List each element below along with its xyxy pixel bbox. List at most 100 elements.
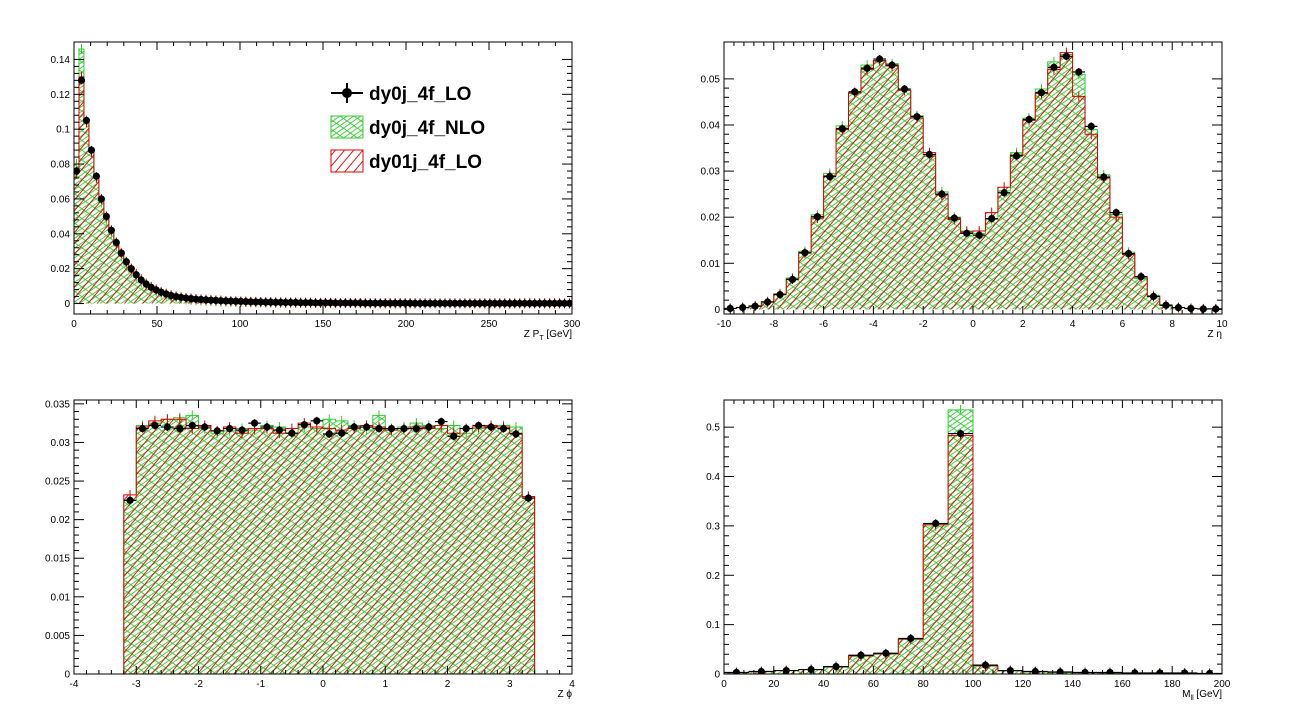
hist-bar-dy01j_4f_LO — [123, 494, 137, 674]
lo-point — [491, 299, 499, 307]
hist-bar-dy01j_4f_LO — [148, 286, 154, 304]
lo-point — [550, 299, 559, 307]
hist-bar-dy01j_4f_LO — [78, 76, 84, 304]
hist-bar-dy01j_4f_LO — [935, 195, 949, 310]
y-tick-label: 0.3 — [706, 521, 720, 532]
hist-bar-dy01j_4f_LO — [459, 428, 473, 674]
lo-point — [524, 494, 533, 502]
plot-area — [74, 43, 572, 309]
hist-bar-dy01j_4f_LO — [83, 122, 89, 304]
lo-point — [486, 299, 494, 307]
lo-point — [1000, 189, 1008, 197]
plot-area — [724, 404, 1222, 674]
lo-point — [188, 421, 196, 430]
x-tick-label: -6 — [819, 319, 828, 330]
lo-point — [436, 299, 444, 307]
hist-bar-dy01j_4f_LO — [898, 638, 924, 674]
lo-point — [331, 299, 340, 307]
hist-bar-dy01j_4f_LO — [910, 118, 924, 310]
hist-bar-dy01j_4f_LO — [1022, 120, 1036, 310]
x-tick-label: 2 — [445, 679, 451, 690]
hist-bar-dy01j_4f_LO — [148, 420, 162, 674]
hist-bar-dy01j_4f_LO — [836, 129, 849, 310]
y-tick-label: 0 — [714, 670, 720, 681]
lo-point — [282, 298, 290, 307]
hist-bar-dy01j_4f_LO — [1035, 93, 1048, 310]
x-tick-label: 200 — [1214, 679, 1231, 690]
hist-bar-dy01j_4f_LO — [873, 653, 899, 674]
lo-point — [751, 302, 759, 310]
lo-point — [213, 427, 221, 435]
hist-bar-dy01j_4f_LO — [74, 172, 79, 304]
hist-bar-dy01j_4f_LO — [136, 427, 149, 674]
hist-outline-dy01j_4f_LO — [724, 435, 1222, 674]
lo-point — [411, 299, 419, 307]
lo-point — [127, 265, 135, 273]
lo-point — [361, 299, 369, 307]
y-tick-label: 0 — [714, 305, 720, 316]
lo-point — [726, 304, 734, 313]
hist-bar-dy01j_4f_LO — [860, 69, 874, 310]
lo-point — [296, 299, 305, 307]
lo-point — [975, 231, 983, 239]
y-tick-label: 0.005 — [45, 631, 70, 642]
hist-bar-dy01j_4f_LO — [1109, 217, 1123, 310]
x-tick-label: 0 — [320, 679, 326, 690]
hist-bar-dy01j_4f_LO — [118, 252, 124, 304]
hist-bar-dy01j_4f_LO — [385, 430, 398, 674]
hist-bar-dy01j_4f_LO — [509, 433, 523, 674]
x-tick-label: 160 — [1114, 679, 1131, 690]
lo-point — [262, 298, 270, 306]
hist-outline-dy01j_4f_LO — [74, 76, 572, 304]
lo-point — [396, 299, 404, 307]
lo-point — [431, 299, 439, 307]
hist-bar-dy01j_4f_LO — [848, 655, 874, 674]
lo-point — [311, 299, 320, 307]
lo-point — [426, 299, 434, 307]
lo-point — [122, 258, 130, 266]
lo-point — [788, 275, 797, 284]
lo-point — [401, 299, 409, 307]
hist-bar-dy01j_4f_LO — [1010, 154, 1023, 310]
hist-bar-dy01j_4f_LO — [948, 219, 961, 310]
lo-point — [1199, 305, 1207, 313]
series-dy0j_4f_LO — [123, 416, 535, 505]
x-tick-label: 4 — [569, 679, 575, 690]
x-tick-label: 60 — [868, 679, 880, 690]
lo-point — [176, 424, 184, 433]
lo-point — [446, 299, 454, 307]
plot-area — [123, 410, 536, 674]
lo-point — [450, 432, 458, 440]
hist-bar-dy01j_4f_LO — [360, 425, 373, 674]
hist-bar-dy01j_4f_LO — [186, 428, 199, 674]
lo-point — [732, 668, 741, 674]
y-tick-label: 0.04 — [701, 120, 721, 131]
legend-label-lo01: dy01j_4f_LO — [369, 152, 482, 173]
y-tick-label: 0.02 — [51, 264, 71, 275]
lo-point — [863, 64, 871, 72]
lo-point — [487, 423, 495, 431]
lo-point — [531, 299, 539, 307]
x-tick-label: 200 — [398, 319, 415, 330]
lo-point — [1174, 303, 1183, 312]
hist-bar-dy01j_4f_LO — [260, 428, 274, 674]
hist-bar-dy01j_4f_LO — [1097, 178, 1110, 310]
lo-point — [77, 76, 86, 84]
lo-point — [925, 150, 934, 159]
lo-point — [963, 229, 971, 237]
x-tick-label: 10 — [1216, 319, 1228, 330]
chart-panel-3: -4 -3 -2 -1 0 1 2 3 4 0 0.005 0.01 0.015 0.02 0.025 0.0… — [45, 399, 575, 700]
x-tick-label: 40 — [818, 679, 830, 690]
hist-bar-dy01j_4f_LO — [298, 423, 311, 674]
hist-bar-dy01j_4f_LO — [1122, 254, 1135, 310]
lo-point — [1006, 666, 1014, 674]
lo-point — [555, 299, 564, 307]
lo-point — [391, 299, 399, 307]
y-tick-label: 0.06 — [51, 194, 71, 205]
lo-point — [541, 299, 549, 307]
lo-point — [456, 299, 464, 307]
hist-bar-dy01j_4f_LO — [923, 152, 936, 310]
x-tick-label: 6 — [1120, 319, 1126, 330]
lo-point — [137, 276, 145, 284]
lo-point — [1062, 52, 1070, 60]
